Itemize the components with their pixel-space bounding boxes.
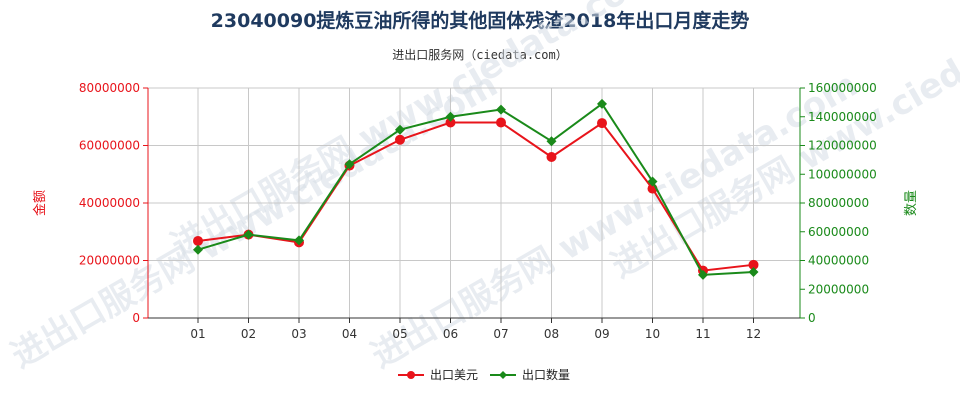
data-point-qty [647, 176, 658, 187]
y-right-tick-label: 80000000 [808, 196, 869, 210]
y-right-axis-title: 数量 [904, 190, 919, 216]
y-right-tick-label: 20000000 [808, 282, 869, 296]
axes: 0 20000000 40000000 60000000 80000000 0 200000… [32, 81, 919, 341]
y-right-tick-label: 140000000 [808, 110, 877, 124]
x-tick-label: 07 [493, 327, 508, 341]
x-tick-label: 12 [746, 327, 761, 341]
data-point-qty [294, 235, 304, 246]
data-point-usd [496, 117, 506, 128]
data-point-qty [243, 229, 254, 240]
data-point-usd [748, 259, 759, 270]
y-right-tick-label: 160000000 [808, 81, 877, 95]
series-line-2 [197, 102, 754, 276]
data-point-qty [193, 244, 203, 255]
y-left-tick-label: 40000000 [79, 196, 140, 210]
legend-label: 出口美元 [430, 368, 478, 382]
data-point-qty [496, 104, 506, 115]
data-point-qty [546, 136, 557, 147]
data-point-usd [597, 118, 607, 129]
x-tick-label: 11 [695, 327, 710, 341]
y-right-tick-label: 40000000 [808, 254, 869, 268]
x-tick-label: 01 [190, 327, 205, 341]
y-left-tick-label: 60000000 [79, 139, 140, 153]
y-left-axis-title: 金额 [32, 190, 48, 216]
data-point-qty [344, 159, 355, 170]
y-right-tick-label: 0 [808, 311, 816, 325]
data-point-usd [546, 152, 557, 162]
legend[interactable]: 出口美元 出口数量 [398, 367, 570, 382]
x-tick-label: 06 [443, 327, 458, 341]
x-tick-label: 08 [544, 327, 559, 341]
legend-marker [407, 371, 415, 379]
legend-label: 出口数量 [522, 367, 570, 382]
chart-subtitle: 进出口服务网（ciedata.com） [392, 48, 568, 62]
chart-title: 23040090提炼豆油所得的其他固体残渣2018年出口月度走势 [210, 10, 750, 32]
x-tick-label: 04 [342, 327, 357, 341]
y-left-tick-label: 20000000 [79, 254, 140, 268]
data-point-usd [193, 235, 203, 246]
y-right-tick-label: 60000000 [808, 225, 869, 239]
legend-marker [499, 371, 507, 379]
y-right-tick-label: 120000000 [808, 139, 877, 153]
data-point-usd [445, 117, 456, 128]
series-layer [193, 98, 759, 280]
data-point-usd [395, 134, 405, 145]
x-tick-label: 05 [392, 327, 407, 341]
data-point-qty [597, 98, 607, 109]
data-point-qty [445, 111, 456, 122]
x-tick-label: 02 [241, 327, 256, 341]
data-point-qty [698, 269, 708, 280]
y-left-tick-label: 80000000 [79, 81, 140, 95]
y-left-tick-label: 0 [132, 311, 140, 325]
x-tick-label: 09 [594, 327, 609, 341]
data-point-qty [748, 267, 759, 277]
x-tick-label: 10 [645, 327, 660, 341]
y-right-tick-label: 100000000 [808, 167, 877, 181]
data-point-qty [395, 124, 405, 135]
x-tick-label: 03 [291, 327, 306, 341]
series-line-1 [197, 121, 754, 272]
